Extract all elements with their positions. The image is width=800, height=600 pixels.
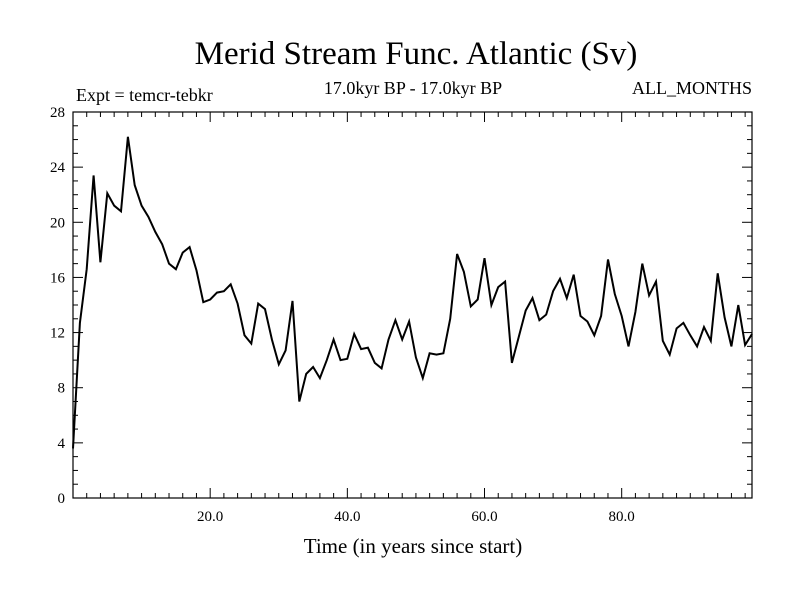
x-tick-label: 60.0 bbox=[471, 509, 497, 525]
x-axis-label: Time (in years since start) bbox=[304, 534, 523, 558]
y-tick-label: 8 bbox=[58, 381, 66, 397]
axis-ticks bbox=[73, 112, 752, 498]
y-tick-label: 4 bbox=[58, 436, 66, 452]
x-tick-label: 40.0 bbox=[334, 509, 360, 525]
y-tick-label: 24 bbox=[50, 160, 66, 176]
chart-title: Merid Stream Func. Atlantic (Sv) bbox=[195, 36, 638, 72]
x-tick-label: 20.0 bbox=[197, 509, 223, 525]
series-line bbox=[72, 136, 753, 449]
y-tick-label: 0 bbox=[58, 491, 66, 507]
x-tick-label: 80.0 bbox=[609, 509, 635, 525]
months-label: ALL_MONTHS bbox=[632, 78, 752, 98]
y-tick-label: 12 bbox=[50, 326, 65, 342]
experiment-label: Expt = temcr-tebkr bbox=[76, 85, 213, 105]
plot-frame bbox=[72, 111, 753, 499]
y-tick-label: 16 bbox=[50, 270, 66, 286]
period-label: 17.0kyr BP - 17.0kyr BP bbox=[324, 78, 502, 98]
y-tick-label: 28 bbox=[50, 105, 65, 121]
axis-tick-labels: 20.0 40.0 60.0 80.0 0 4 8 12 16 20 24 28 bbox=[50, 105, 635, 525]
y-tick-label: 20 bbox=[50, 215, 65, 231]
